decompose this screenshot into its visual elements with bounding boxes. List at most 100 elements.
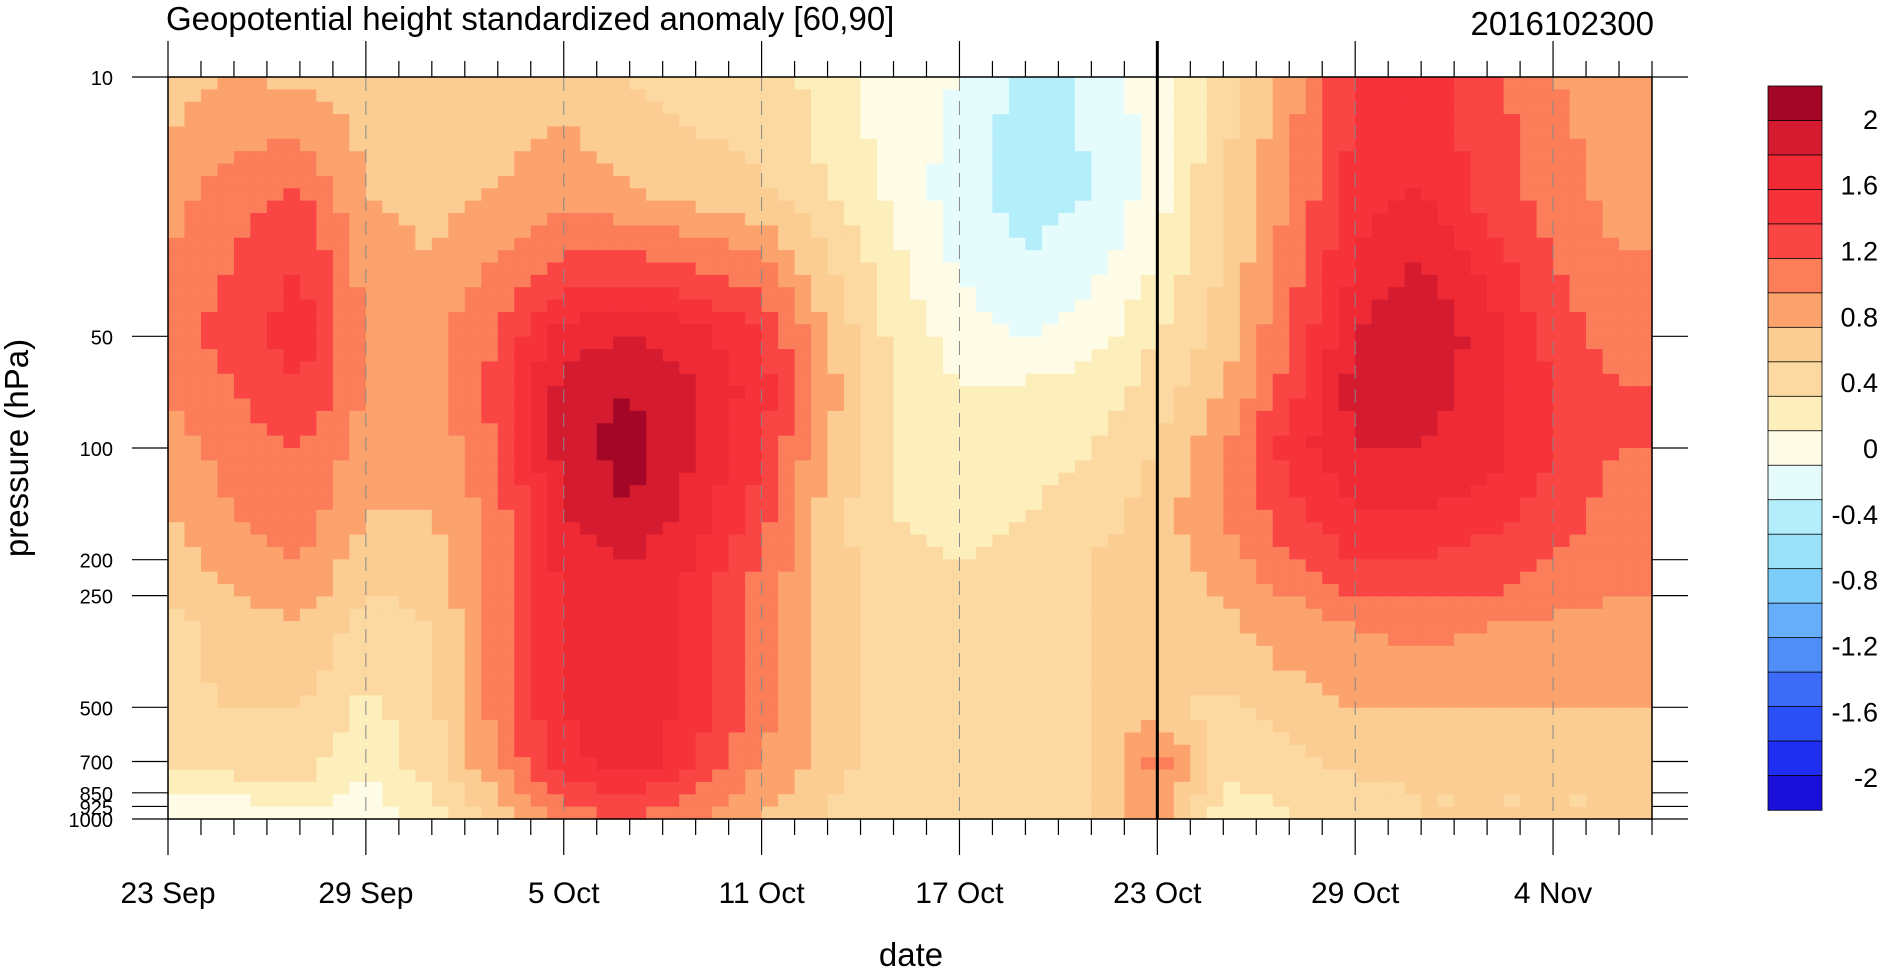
contour-cell [1289, 707, 1307, 721]
contour-cell [1025, 534, 1043, 548]
contour-cell [1239, 732, 1257, 746]
contour-cell [299, 559, 317, 573]
contour-cell [382, 386, 400, 400]
contour-cell [283, 621, 301, 635]
contour-cell [1091, 571, 1109, 585]
contour-cell [629, 707, 647, 721]
contour-cell [547, 584, 565, 597]
contour-cell [877, 213, 895, 226]
contour-cell [1470, 546, 1488, 560]
contour-cell [1470, 608, 1488, 622]
contour-cell [1520, 658, 1538, 672]
contour-cell [1107, 460, 1125, 474]
contour-cell [1520, 77, 1538, 90]
contour-cell [530, 509, 548, 523]
contour-cell [283, 658, 301, 672]
contour-cell [464, 485, 482, 499]
contour-cell [942, 386, 961, 400]
contour-cell [217, 324, 235, 338]
contour-cell [1487, 151, 1505, 165]
contour-cell [1008, 497, 1027, 511]
contour-cell [679, 77, 697, 90]
contour-cell [1487, 126, 1505, 140]
contour-cell [745, 250, 763, 264]
contour-cell [514, 101, 532, 115]
contour-cell [398, 361, 416, 375]
contour-cell [1256, 287, 1274, 301]
contour-cell [942, 633, 961, 647]
contour-cell [530, 584, 548, 597]
contour-cell [1388, 472, 1406, 486]
contour-cell [992, 200, 1010, 214]
contour-cell [1041, 608, 1059, 622]
contour-cell [1272, 151, 1290, 165]
contour-cell [530, 213, 548, 226]
contour-cell [1421, 534, 1439, 548]
contour-cell [481, 299, 499, 313]
contour-cell [1107, 423, 1125, 437]
contour-cell [695, 497, 713, 511]
contour-cell [975, 373, 994, 387]
contour-cell [1074, 546, 1092, 560]
contour-cell [745, 571, 763, 585]
contour-cell [1223, 584, 1241, 597]
contour-cell [1206, 361, 1224, 375]
contour-cell [217, 237, 235, 251]
contour-cell [497, 361, 515, 375]
contour-cell [893, 237, 911, 251]
contour-cell [1305, 200, 1323, 214]
contour-cell [1091, 262, 1109, 276]
contour-cell [514, 188, 532, 202]
contour-cell [217, 534, 235, 548]
contour-cell [877, 571, 895, 585]
contour-cell [613, 509, 631, 523]
contour-cell [613, 114, 631, 128]
contour-cell [1503, 448, 1521, 461]
contour-cell [1520, 559, 1538, 573]
contour-cell [1371, 361, 1389, 375]
contour-cell [728, 695, 746, 709]
contour-cell [1305, 77, 1323, 90]
contour-cell [1157, 262, 1175, 276]
contour-cell [497, 138, 515, 152]
contour-cell [1536, 596, 1554, 610]
contour-cell [365, 188, 383, 202]
contour-cell [1602, 596, 1620, 610]
contour-cell [1256, 114, 1274, 128]
contour-cell [1536, 658, 1554, 672]
contour-cell [547, 89, 565, 103]
contour-cell [1470, 732, 1488, 746]
contour-cell [1355, 645, 1373, 659]
contour-cell [712, 720, 730, 734]
contour-cell [1619, 559, 1637, 573]
contour-cell [250, 138, 268, 152]
contour-cell [1289, 658, 1307, 672]
contour-cell [200, 720, 219, 734]
contour-cell [1041, 274, 1059, 288]
contour-cell [596, 559, 614, 573]
contour-cell [662, 287, 680, 301]
contour-cell [1569, 571, 1587, 585]
contour-cell [200, 361, 219, 375]
contour-cell [1008, 200, 1027, 214]
contour-cell [349, 299, 367, 313]
contour-cell [613, 497, 631, 511]
contour-cell [1355, 608, 1373, 622]
contour-cell [1074, 621, 1092, 635]
contour-cell [761, 336, 779, 350]
contour-cell [448, 410, 466, 424]
contour-cell [926, 188, 944, 202]
contour-cell [431, 311, 449, 325]
contour-cell [1041, 645, 1059, 659]
contour-cell [580, 658, 598, 672]
contour-cell [283, 682, 301, 696]
contour-cell [926, 200, 944, 214]
contour-cell [844, 101, 862, 115]
contour-cell [200, 707, 219, 721]
contour-cell [662, 522, 680, 536]
contour-cell [1503, 151, 1521, 165]
contour-cell [975, 398, 994, 412]
contour-cell [464, 744, 482, 758]
contour-cell [1041, 460, 1059, 474]
contour-cell [745, 448, 763, 461]
